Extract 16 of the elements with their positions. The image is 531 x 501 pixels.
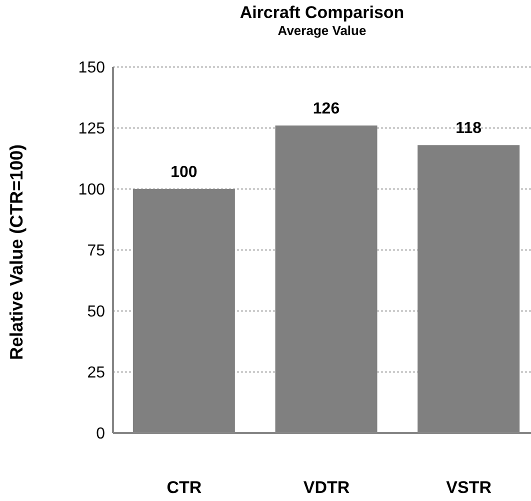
y-tick-label: 150 (78, 60, 106, 77)
data-label: 126 (312, 100, 340, 118)
y-tick-label: 125 (78, 120, 106, 138)
chart-subtitle: Average Value (276, 23, 368, 38)
data-label: 118 (456, 120, 482, 138)
y-axis-title: Relative Value (CTR=100) (6, 144, 26, 360)
x-tick-label: VDTR (303, 478, 350, 498)
y-tick-label: 75 (87, 242, 106, 260)
y-tick-label: 50 (87, 304, 106, 321)
y-tick-label: 0 (96, 426, 106, 443)
x-tick-label: VSTR (446, 478, 492, 498)
chart-title: Aircraft Comparison (238, 3, 406, 23)
data-label: 100 (170, 164, 198, 181)
y-tick-label: 100 (78, 182, 106, 199)
x-tick-label: CTR (166, 478, 202, 498)
y-tick-label: 25 (87, 364, 106, 382)
